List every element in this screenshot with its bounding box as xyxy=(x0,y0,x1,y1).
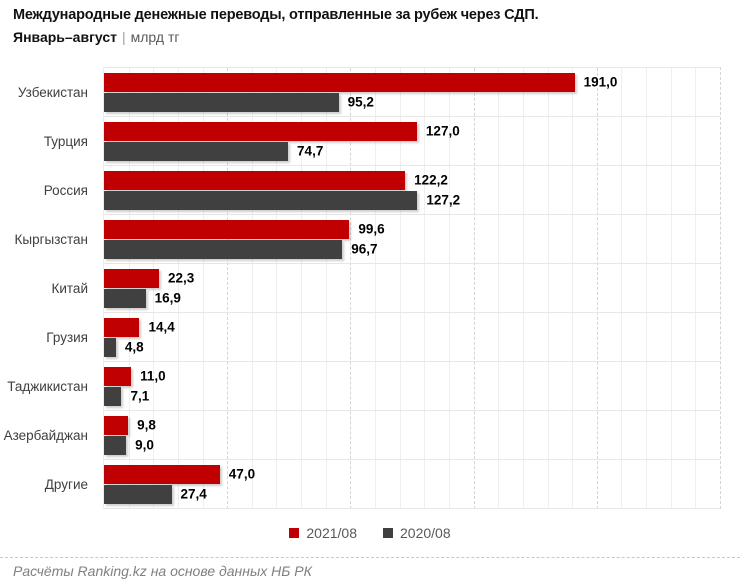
chart-row: 99,6 96,7 xyxy=(104,215,720,264)
chart-header: Международные денежные переводы, отправл… xyxy=(0,0,740,46)
minor-gridline xyxy=(498,68,500,509)
bar-2020/08: 74,7 xyxy=(104,141,323,161)
value-label: 95,2 xyxy=(347,94,374,110)
chart-row: 14,4 4,8 xyxy=(104,313,720,362)
subtitle-period: Январь–август xyxy=(13,29,117,45)
value-label: 122,2 xyxy=(414,172,448,188)
minor-gridline xyxy=(670,68,672,509)
legend-swatch-icon xyxy=(289,528,300,538)
minor-gridline xyxy=(202,68,204,509)
legend-label: 2020/08 xyxy=(400,525,451,541)
chart-row: 22,3 16,9 xyxy=(104,264,720,313)
bar-2020/08: 4,8 xyxy=(104,337,144,357)
bar-2021/08: 127,0 xyxy=(104,121,460,141)
value-label: 16,9 xyxy=(154,290,181,306)
bar-2021/08: 122,2 xyxy=(104,170,448,190)
legend-swatch-icon xyxy=(383,528,393,538)
value-label: 9,8 xyxy=(137,417,156,433)
value-label: 47,0 xyxy=(228,466,256,482)
value-label: 14,4 xyxy=(148,319,175,335)
bar-2020/08: 127,2 xyxy=(104,190,460,210)
minor-gridline xyxy=(695,68,697,509)
category-label: Узбекистан xyxy=(17,85,88,100)
value-label: 191,0 xyxy=(583,74,618,90)
bar-2021/08: 47,0 xyxy=(104,464,255,484)
bar-rows: 191,0 95,2 127,0 74,7 122,2 127,2 99,6 96,7 22,3… xyxy=(104,68,720,509)
bar-2020/08: 16,9 xyxy=(104,288,181,308)
category-label: Россия xyxy=(43,183,88,198)
minor-gridline xyxy=(375,68,377,509)
minor-gridline xyxy=(276,68,278,509)
source-note: Расчёты Ranking.kz на основе данных НБ Р… xyxy=(0,557,740,585)
bar-2021/08: 11,0 xyxy=(104,366,166,386)
bar-2021/08: 191,0 xyxy=(104,72,617,92)
value-label: 9,0 xyxy=(135,437,154,453)
minor-gridline xyxy=(424,68,426,509)
value-label: 74,7 xyxy=(297,143,324,159)
source-text: Расчёты Ranking.kz на основе данных НБ Р… xyxy=(13,563,312,579)
chart-row: 47,0 27,4 xyxy=(104,460,720,509)
chart-row: 11,0 7,1 xyxy=(104,362,720,411)
minor-gridline xyxy=(301,68,303,509)
value-label: 99,6 xyxy=(358,221,385,237)
major-gridline xyxy=(350,68,352,509)
value-label: 4,8 xyxy=(124,339,144,355)
chart-legend: 2021/08 2020/08 xyxy=(0,525,740,541)
bar-chart: Узбекистан Турция Россия Кыргызстан Китай Гру… xyxy=(0,67,740,509)
chart-row: 122,2 127,2 xyxy=(104,166,720,215)
minor-gridline xyxy=(572,68,574,509)
bar-2021/08: 22,3 xyxy=(104,268,194,288)
category-label: Турция xyxy=(43,134,88,149)
bar-2020/08: 7,1 xyxy=(104,386,149,406)
bar-2020/08: 27,4 xyxy=(104,484,207,504)
legend-label: 2021/08 xyxy=(306,525,357,541)
bar-2020/08: 95,2 xyxy=(104,92,374,112)
chart-row: 9,8 9,0 xyxy=(104,411,720,460)
minor-gridline xyxy=(522,68,524,509)
category-label: Китай xyxy=(51,281,89,296)
minor-gridline xyxy=(325,68,327,509)
subtitle-separator: | xyxy=(121,29,126,45)
minor-gridline xyxy=(177,68,179,509)
value-label: 96,7 xyxy=(351,241,378,257)
category-axis: Узбекистан Турция Россия Кыргызстан Китай Гру… xyxy=(0,67,103,509)
value-label: 22,3 xyxy=(167,270,195,286)
bar-2021/08: 14,4 xyxy=(104,317,175,337)
chart-row: 127,0 74,7 xyxy=(104,117,720,166)
legend-item: 2020/08 xyxy=(383,525,451,541)
legend-item: 2021/08 xyxy=(289,525,357,541)
subtitle-unit: млрд тг xyxy=(130,29,180,45)
gridlines xyxy=(104,68,720,509)
major-gridline xyxy=(473,68,475,509)
bar-2021/08: 9,8 xyxy=(104,415,156,435)
plot-area: 191,0 95,2 127,0 74,7 122,2 127,2 99,6 96,7 22,3… xyxy=(103,67,721,509)
value-label: 127,2 xyxy=(426,192,461,208)
category-label: Таджикистан xyxy=(7,379,88,394)
major-gridline xyxy=(596,68,598,509)
value-label: 127,0 xyxy=(425,123,460,139)
bar-2021/08: 99,6 xyxy=(104,219,385,239)
value-label: 7,1 xyxy=(130,388,150,404)
category-label: Грузия xyxy=(46,330,88,345)
bar-2020/08: 96,7 xyxy=(104,239,378,259)
bar-2020/08: 9,0 xyxy=(104,435,154,455)
value-label: 27,4 xyxy=(180,486,207,502)
minor-gridline xyxy=(646,68,648,509)
minor-gridline xyxy=(251,68,253,509)
category-label: Кыргызстан xyxy=(14,232,89,247)
minor-gridline xyxy=(399,68,401,509)
minor-gridline xyxy=(621,68,623,509)
category-label: Другие xyxy=(44,477,88,492)
chart-row: 191,0 95,2 xyxy=(104,68,720,117)
minor-gridline xyxy=(448,68,450,509)
value-label: 11,0 xyxy=(140,368,166,384)
chart-subtitle: Январь–август | млрд тг xyxy=(13,28,726,46)
major-gridline xyxy=(227,68,229,509)
category-label: Азербайджан xyxy=(3,428,88,443)
chart-title: Международные денежные переводы, отправл… xyxy=(13,7,539,23)
minor-gridline xyxy=(153,68,155,509)
minor-gridline xyxy=(547,68,549,509)
